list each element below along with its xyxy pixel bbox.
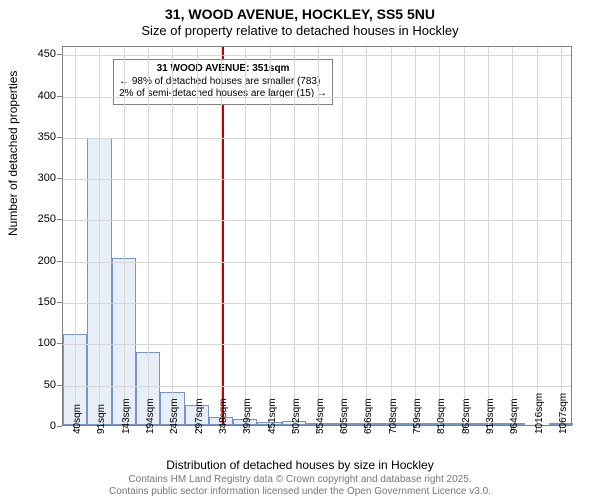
x-tick-label: 91sqm	[96, 404, 107, 434]
y-tick-mark	[57, 96, 62, 97]
x-gridline	[415, 47, 416, 425]
x-gridline	[512, 47, 513, 425]
x-gridline	[464, 47, 465, 425]
x-tick-label: 40sqm	[72, 404, 83, 434]
x-gridline	[245, 47, 246, 425]
x-tick-label: 348sqm	[218, 398, 229, 434]
x-tick-label: 913sqm	[485, 398, 496, 434]
x-tick-label: 1067sqm	[558, 393, 569, 434]
y-tick-label: 100	[38, 337, 56, 349]
x-tick-label: 297sqm	[194, 398, 205, 434]
page-title: 31, WOOD AVENUE, HOCKLEY, SS5 5NU	[0, 0, 600, 22]
y-gridline	[63, 303, 571, 304]
y-tick-label: 400	[38, 90, 56, 102]
y-tick-mark	[57, 385, 62, 386]
y-gridline	[63, 97, 571, 98]
y-gridline	[63, 344, 571, 345]
x-tick-label: 964sqm	[509, 398, 520, 434]
x-gridline	[221, 47, 222, 425]
x-axis-label: Distribution of detached houses by size …	[0, 458, 600, 472]
x-gridline	[537, 47, 538, 425]
x-gridline	[488, 47, 489, 425]
x-tick-label: 399sqm	[242, 398, 253, 434]
y-tick-label: 250	[38, 213, 56, 225]
x-tick-label: 502sqm	[291, 398, 302, 434]
histogram-plot: 31 WOOD AVENUE: 351sqm ← 98% of detached…	[62, 46, 572, 426]
x-gridline	[294, 47, 295, 425]
x-gridline	[391, 47, 392, 425]
footer-line-1: Contains HM Land Registry data © Crown c…	[0, 474, 600, 486]
y-gridline	[63, 386, 571, 387]
x-tick-label: 554sqm	[315, 398, 326, 434]
y-gridline	[63, 179, 571, 180]
x-gridline	[124, 47, 125, 425]
callout-larger: 2% of semi-detached houses are larger (1…	[119, 88, 327, 101]
x-gridline	[318, 47, 319, 425]
x-gridline	[99, 47, 100, 425]
x-gridline	[270, 47, 271, 425]
y-tick-mark	[57, 302, 62, 303]
x-tick-label: 759sqm	[412, 398, 423, 434]
y-gridline	[63, 138, 571, 139]
y-tick-mark	[57, 261, 62, 262]
callout-box: 31 WOOD AVENUE: 351sqm ← 98% of detached…	[113, 59, 333, 105]
x-tick-label: 194sqm	[145, 398, 156, 434]
y-axis-label: Number of detached properties	[6, 71, 20, 236]
y-tick-mark	[57, 178, 62, 179]
x-tick-label: 451sqm	[267, 398, 278, 434]
x-tick-label: 708sqm	[388, 398, 399, 434]
y-tick-label: 150	[38, 296, 56, 308]
x-gridline	[197, 47, 198, 425]
y-gridline	[63, 55, 571, 56]
y-tick-label: 200	[38, 255, 56, 267]
y-tick-label: 0	[50, 420, 56, 432]
x-gridline	[172, 47, 173, 425]
footer: Contains HM Land Registry data © Crown c…	[0, 474, 600, 498]
x-gridline	[75, 47, 76, 425]
x-gridline	[366, 47, 367, 425]
x-tick-label: 605sqm	[339, 398, 350, 434]
y-tick-label: 300	[38, 172, 56, 184]
x-gridline	[561, 47, 562, 425]
y-tick-mark	[57, 426, 62, 427]
x-gridline	[439, 47, 440, 425]
x-tick-label: 1016sqm	[534, 393, 545, 434]
x-tick-label: 862sqm	[461, 398, 472, 434]
page-subtitle: Size of property relative to detached ho…	[0, 23, 600, 38]
y-tick-label: 50	[44, 379, 56, 391]
callout-title: 31 WOOD AVENUE: 351sqm	[119, 63, 327, 76]
x-tick-label: 143sqm	[121, 398, 132, 434]
x-tick-label: 656sqm	[363, 398, 374, 434]
x-gridline	[342, 47, 343, 425]
callout-smaller: ← 98% of detached houses are smaller (78…	[119, 76, 327, 89]
footer-line-2: Contains public sector information licen…	[0, 486, 600, 498]
x-tick-label: 810sqm	[436, 398, 447, 434]
y-gridline	[63, 220, 571, 221]
y-tick-label: 350	[38, 131, 56, 143]
x-gridline	[148, 47, 149, 425]
y-tick-label: 450	[38, 48, 56, 60]
y-tick-mark	[57, 219, 62, 220]
y-tick-mark	[57, 137, 62, 138]
y-tick-mark	[57, 54, 62, 55]
y-gridline	[63, 262, 571, 263]
x-tick-label: 245sqm	[169, 398, 180, 434]
y-tick-mark	[57, 343, 62, 344]
